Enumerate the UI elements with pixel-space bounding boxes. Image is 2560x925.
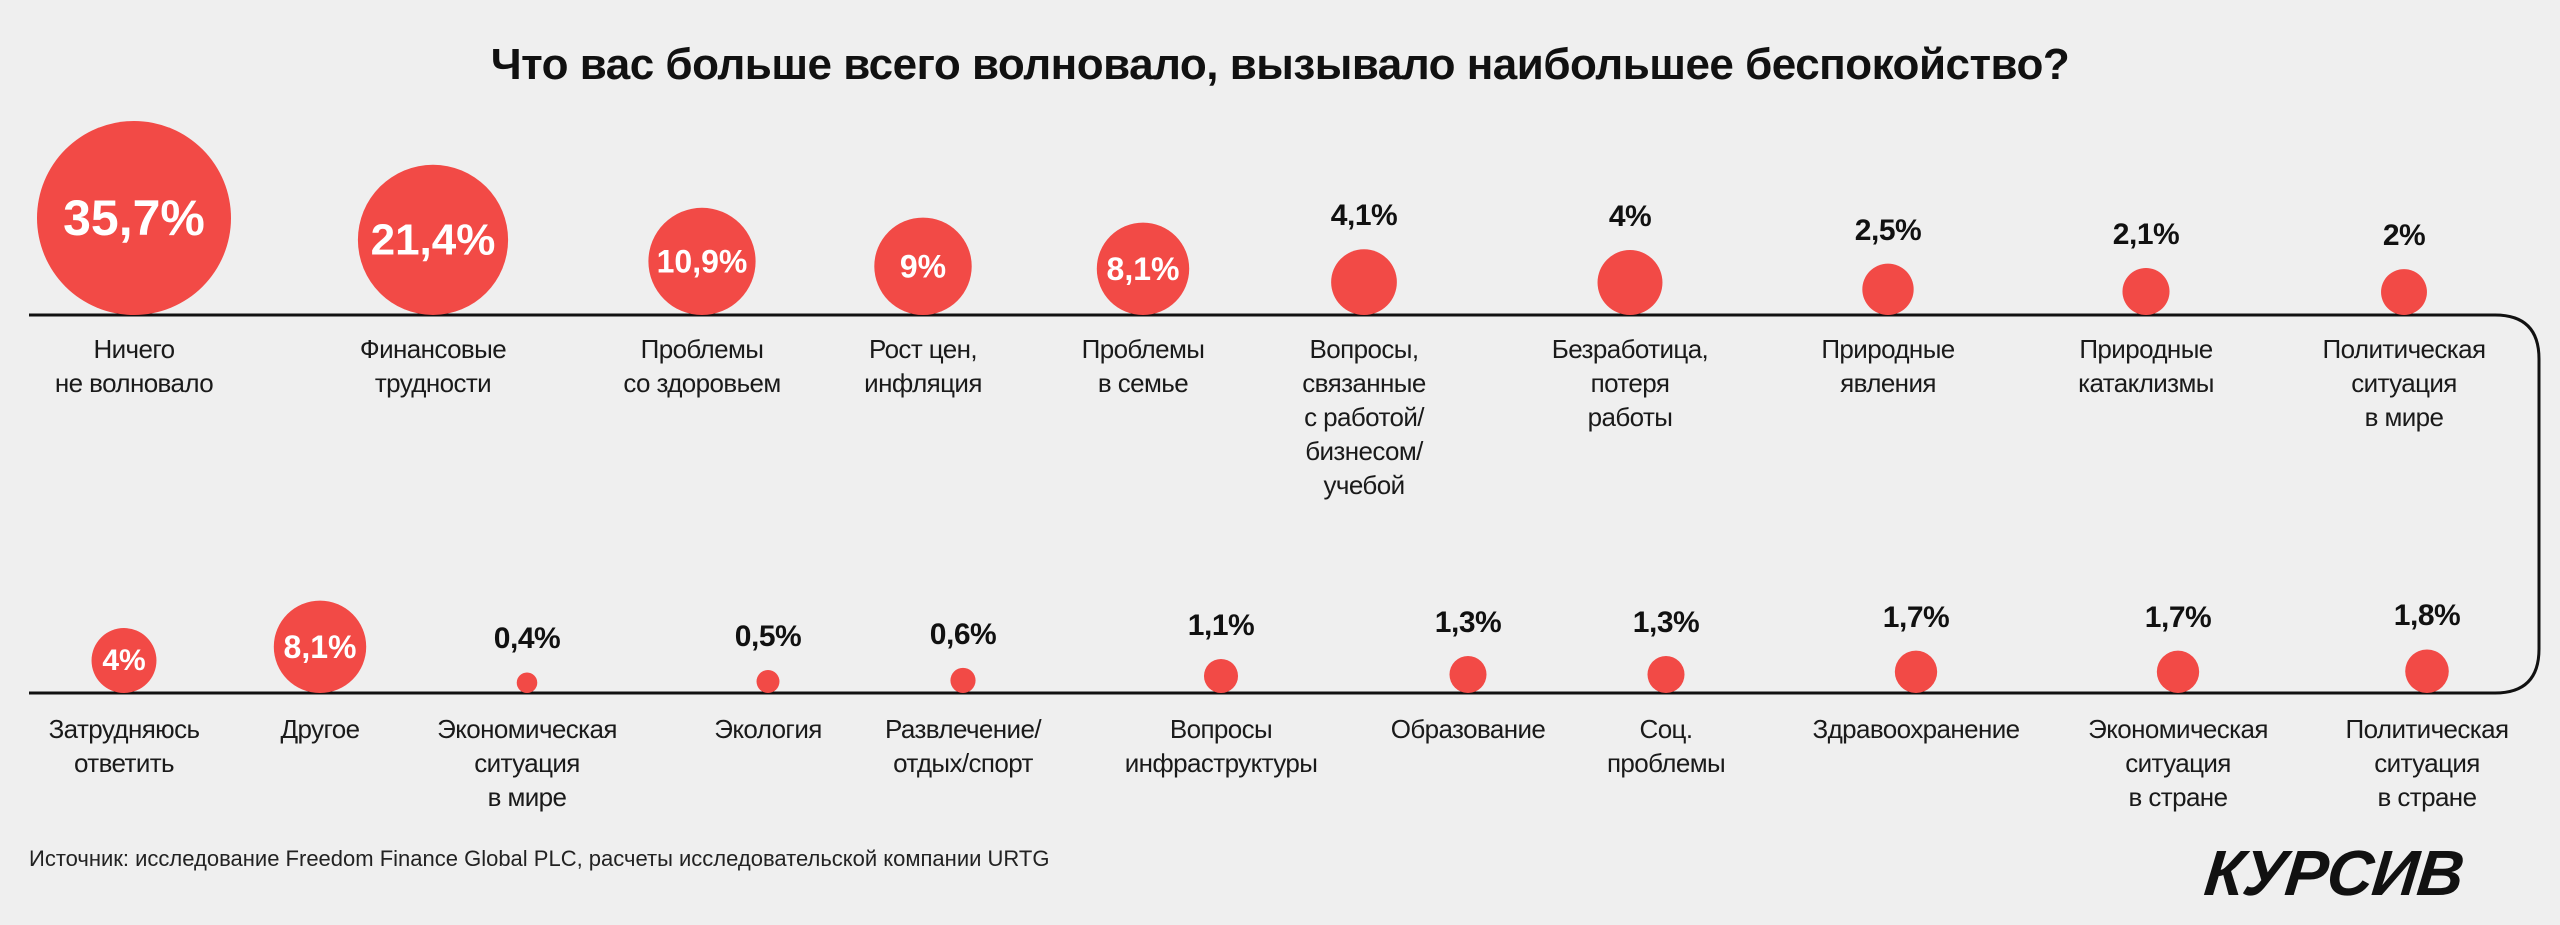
source-note: Источник: исследование Freedom Finance G…: [29, 846, 1050, 871]
bubble: [1862, 263, 1914, 315]
bubble: [1096, 222, 1190, 315]
value-label: 4%: [102, 644, 145, 677]
value-label: 0,5%: [734, 620, 802, 654]
bubble: [37, 121, 231, 315]
value-label: 1,3%: [1434, 605, 1502, 639]
bubble: [2156, 650, 2200, 694]
bubble: [1331, 249, 1397, 315]
category-label: Другое: [280, 714, 360, 744]
category-label: Развлечение/ отдых/спорт: [885, 714, 1042, 778]
value-label: 2,1%: [2112, 217, 2180, 251]
bubble: [1203, 658, 1239, 693]
bubble: [1894, 650, 1938, 694]
category-label: Безработица, потеря работы: [1551, 334, 1709, 432]
value-label: 8,1%: [1107, 251, 1180, 287]
bubble: [874, 217, 972, 315]
value-label: 10,9%: [657, 243, 748, 279]
value-label: 2%: [2382, 219, 2426, 253]
bubble: [516, 672, 538, 693]
bubble: [2381, 269, 2427, 315]
bubble: [91, 628, 157, 693]
value-label: 1,7%: [1882, 600, 1950, 634]
category-label: Финансовые трудности: [359, 334, 507, 398]
category-label: Природные катаклизмы: [2078, 334, 2214, 398]
category-label: Экология: [714, 714, 822, 744]
value-label: 4,1%: [1330, 199, 1398, 233]
value-label: 1,8%: [2393, 599, 2461, 633]
value-label: 0,6%: [929, 617, 997, 651]
category-label: Образование: [1390, 714, 1546, 744]
value-label: 35,7%: [63, 190, 205, 246]
category-label: Экономическая ситуация в стране: [2088, 714, 2268, 812]
bubble: [950, 667, 976, 694]
value-label: 8,1%: [284, 629, 357, 665]
category-label: Здравоохранение: [1812, 714, 2020, 744]
category-label: Рост цен, инфляция: [864, 334, 982, 398]
value-label: 1,3%: [1632, 605, 1700, 639]
value-label: 4%: [1608, 200, 1652, 234]
value-label: 21,4%: [371, 215, 496, 264]
bubble: [357, 164, 509, 315]
value-label: 0,4%: [493, 622, 561, 656]
bubble: [1449, 655, 1487, 693]
value-label: 2,5%: [1854, 213, 1922, 247]
bubble: [648, 207, 756, 315]
category-label: Проблемы со здоровьем: [623, 334, 781, 398]
category-label: Затрудняюсь ответить: [48, 714, 200, 778]
value-label: 1,7%: [2144, 600, 2212, 634]
bubble: [273, 600, 367, 694]
category-label: Политическая ситуация в мире: [2322, 334, 2487, 432]
bubble: [2122, 267, 2170, 315]
category-label: Вопросы инфраструктуры: [1124, 714, 1318, 778]
value-label: 1,1%: [1187, 608, 1255, 642]
value-label: 9%: [900, 248, 946, 284]
bubble: [1597, 250, 1663, 315]
category-label: Экономическая ситуация в мире: [437, 714, 617, 812]
category-label: Проблемы в семье: [1081, 334, 1205, 398]
chart-title: Что вас больше всего волновало, вызывало…: [490, 40, 2070, 89]
category-label: Ничего не волновало: [54, 334, 214, 398]
kursiv-logo: КУРСИВ: [2201, 837, 2467, 909]
bubble: [756, 670, 780, 693]
connector-line: [29, 313, 2541, 695]
category-label: Природные явления: [1821, 334, 1955, 398]
bubble: [2405, 649, 2449, 693]
category-label: Соц. проблемы: [1606, 714, 1726, 778]
category-label: Политическая ситуация в стране: [2345, 714, 2510, 812]
category-label: Вопросы, связанные с работой/ бизнесом/ …: [1302, 334, 1426, 500]
bubble: [1647, 655, 1685, 693]
